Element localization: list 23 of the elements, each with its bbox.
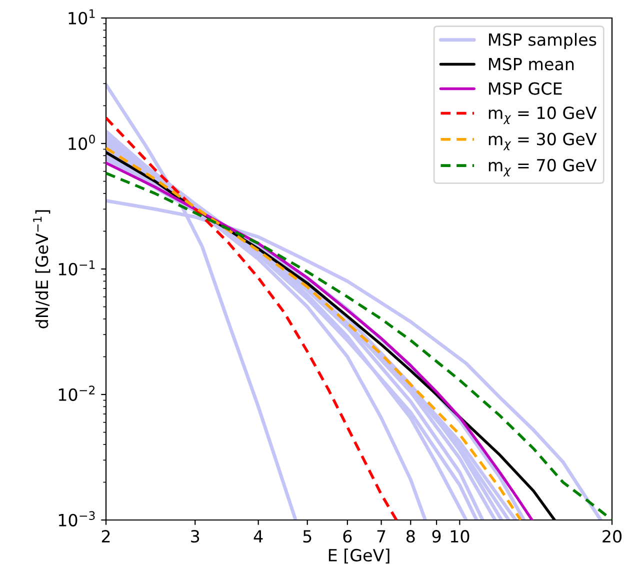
y-tick-label: 10$^{−1}$ bbox=[58, 260, 95, 276]
legend-label: m$_{χ}$ = 70 GeV bbox=[488, 158, 597, 176]
x-tick-label: 3 bbox=[191, 530, 200, 543]
y-tick-label: 10$^{0}$ bbox=[68, 134, 95, 150]
y-tick-label: 10$^{1}$ bbox=[68, 9, 95, 24]
x-tick-label: 4 bbox=[254, 530, 263, 542]
x-tick-label: 6 bbox=[343, 530, 352, 543]
legend-label: m$_{χ}$ = 30 GeV bbox=[488, 132, 597, 150]
legend-label: MSP mean bbox=[489, 58, 574, 70]
legend-label: m$_{χ}$ = 10 GeV bbox=[488, 106, 597, 124]
y-axis-title: dN/dE [GeV$^{−1}$] bbox=[33, 210, 50, 328]
x-tick-label: 8 bbox=[406, 530, 415, 543]
x-tick-label: 5 bbox=[303, 530, 312, 543]
y-tick-label: 10$^{−2}$ bbox=[58, 386, 95, 401]
x-tick-label: 20 bbox=[602, 530, 622, 543]
y-tick-label: 10$^{−3}$ bbox=[58, 511, 95, 526]
x-tick-label: 7 bbox=[377, 530, 386, 542]
x-tick-label: 2 bbox=[102, 530, 110, 542]
x-axis-title: E [GeV] bbox=[328, 548, 390, 564]
legend-label: MSP GCE bbox=[489, 82, 562, 95]
legend-label: MSP samples bbox=[489, 33, 596, 50]
x-tick-label: 10 bbox=[450, 530, 470, 543]
x-tick-label: 9 bbox=[432, 530, 441, 543]
